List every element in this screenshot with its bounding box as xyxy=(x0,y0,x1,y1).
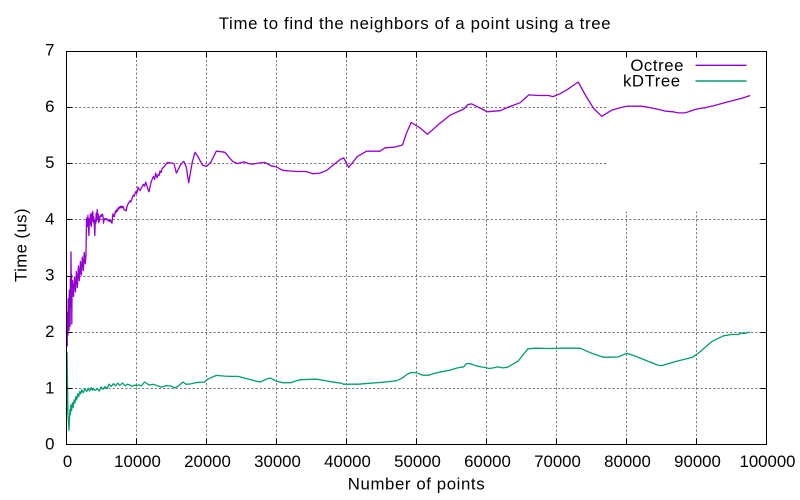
svg-text:70000: 70000 xyxy=(534,452,581,471)
svg-text:60000: 60000 xyxy=(464,452,511,471)
svg-text:100000: 100000 xyxy=(740,452,796,471)
svg-text:50000: 50000 xyxy=(394,452,441,471)
svg-text:0: 0 xyxy=(45,435,54,454)
svg-text:1: 1 xyxy=(45,378,54,397)
svg-text:6: 6 xyxy=(45,97,54,116)
svg-text:80000: 80000 xyxy=(604,452,651,471)
svg-text:10000: 10000 xyxy=(114,452,161,471)
svg-text:90000: 90000 xyxy=(674,452,721,471)
svg-text:0: 0 xyxy=(63,452,72,471)
svg-text:4: 4 xyxy=(45,210,54,229)
svg-text:Octree: Octree xyxy=(630,56,684,75)
svg-text:20000: 20000 xyxy=(184,452,231,471)
svg-text:5: 5 xyxy=(45,153,54,172)
svg-text:Time (us): Time (us) xyxy=(12,208,31,282)
svg-text:7: 7 xyxy=(45,41,54,60)
svg-text:2: 2 xyxy=(45,322,54,341)
svg-text:Number of points: Number of points xyxy=(348,474,485,493)
svg-text:30000: 30000 xyxy=(254,452,301,471)
svg-text:40000: 40000 xyxy=(324,452,371,471)
svg-text:3: 3 xyxy=(45,266,54,285)
svg-text:kDTree: kDTree xyxy=(623,72,681,91)
svg-text:Time to find the neighbors of: Time to find the neighbors of a point us… xyxy=(219,14,611,33)
